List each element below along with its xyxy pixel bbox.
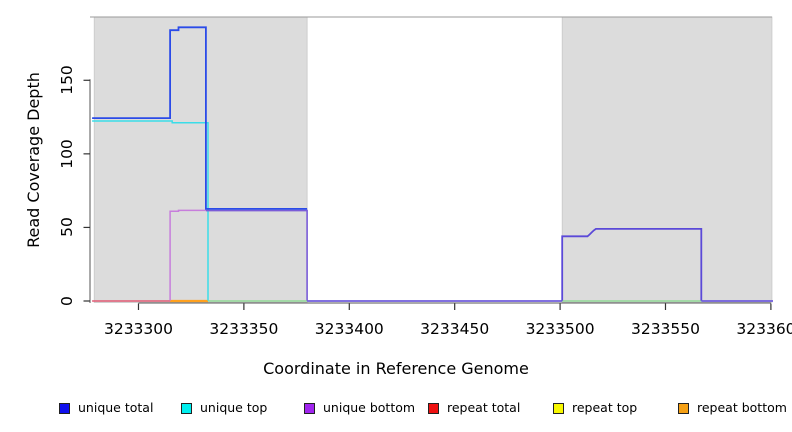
shaded-region (561, 16, 773, 303)
shaded-region (93, 16, 308, 303)
legend-swatch-repeat-bottom (678, 403, 689, 414)
unique-top-trace (92, 120, 209, 301)
x-axis-tick-label: 3233300 (103, 320, 173, 338)
legend-label: unique bottom (323, 400, 416, 415)
legend-swatch-repeat-top (553, 403, 564, 414)
unique-bottom-trace (169, 209, 206, 301)
legend-label: repeat bottom (697, 400, 787, 415)
legend-swatch-unique-bottom (304, 403, 315, 414)
y-axis-tick-label: 50 (58, 217, 76, 238)
unique-total-trace (92, 26, 308, 210)
x-axis-tick-label: 3233450 (420, 320, 490, 338)
legend-swatch-repeat-total (428, 403, 439, 414)
y-axis-tick-label: 150 (58, 65, 76, 96)
y-axis-tick-label: 0 (58, 296, 76, 306)
legend-swatch-unique-top (181, 403, 192, 414)
x-axis-title: Coordinate in Reference Genome (263, 359, 529, 378)
x-axis-tick-label: 3233350 (209, 320, 279, 338)
x-axis-tick-label: 3233500 (525, 320, 595, 338)
legend-label: unique top (200, 400, 268, 415)
unique-bottom-trace-covered (205, 209, 308, 301)
right-block-step-trace (561, 227, 703, 301)
legend-label: unique total (78, 400, 154, 415)
x-axis-tick-label: 3233550 (630, 320, 700, 338)
legend-label: repeat top (572, 400, 638, 415)
legend-swatch-unique-total (59, 403, 70, 414)
y-axis-tick-label: 100 (58, 139, 76, 169)
legend-label: repeat total (447, 400, 521, 415)
y-axis-title: Read Coverage Depth (24, 72, 43, 248)
x-axis-tick-label: 3233400 (314, 320, 384, 338)
